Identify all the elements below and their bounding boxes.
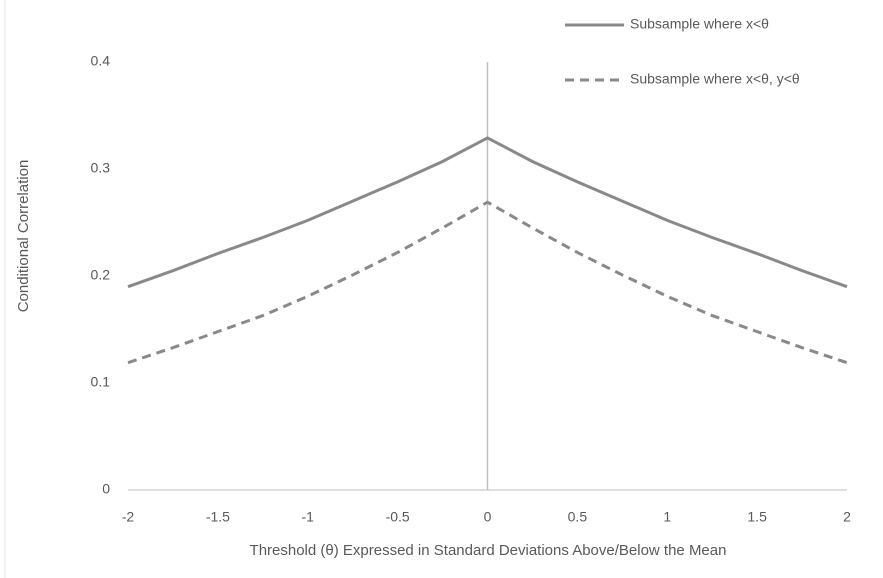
x-tick-label: 0 [484, 509, 492, 525]
legend-label: Subsample where x<θ [630, 16, 769, 32]
y-axis-title: Conditional Correlation [15, 160, 32, 313]
series-line [127, 200, 848, 365]
x-tick-label: -1.5 [206, 509, 230, 525]
x-tick-label: -0.5 [386, 509, 410, 525]
series-line [127, 136, 848, 289]
y-tick-label: 0.1 [91, 374, 111, 390]
x-tick-label: 1.5 [747, 509, 767, 525]
y-tick-label: 0.3 [91, 160, 111, 176]
x-tick-label: -1 [302, 509, 315, 525]
x-tick-label: 0.5 [568, 509, 588, 525]
legend-label: Subsample where x<θ, y<θ [630, 71, 800, 87]
y-tick-label: 0.2 [91, 267, 111, 283]
y-tick-label: 0 [102, 481, 110, 497]
x-tick-label: 2 [843, 509, 851, 525]
x-axis-title: Threshold (θ) Expressed in Standard Devi… [250, 542, 727, 559]
y-tick-label: 0.4 [91, 53, 111, 69]
x-tick-label: -2 [122, 509, 135, 525]
x-tick-label: 1 [663, 509, 671, 525]
